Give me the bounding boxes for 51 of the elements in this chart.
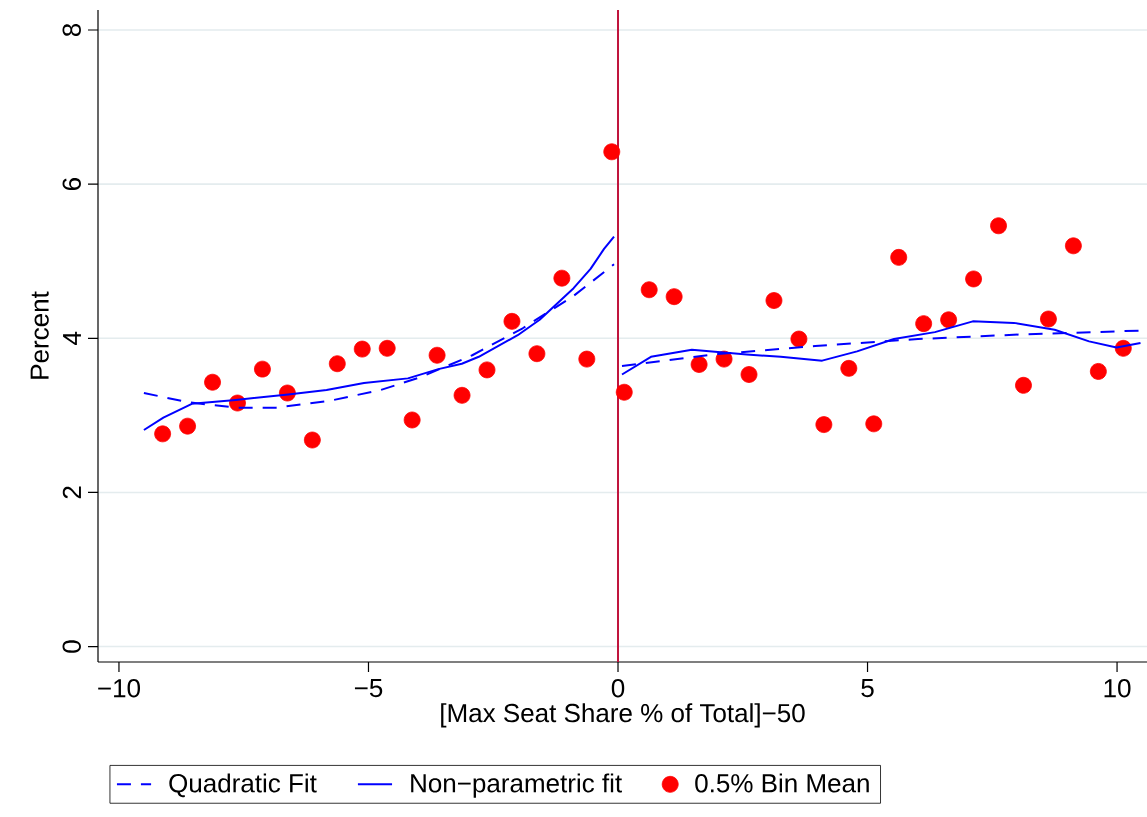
point	[940, 311, 958, 329]
point	[815, 416, 833, 434]
point	[528, 345, 546, 363]
point	[790, 330, 808, 348]
point	[428, 346, 446, 364]
x-tick-label: 5	[861, 679, 874, 698]
point	[179, 417, 196, 435]
x-tick-label: 10	[1104, 679, 1131, 698]
point	[478, 361, 496, 379]
point	[328, 355, 346, 373]
point	[1089, 363, 1107, 380]
point	[578, 350, 596, 368]
x-tick-label: −10	[98, 679, 141, 698]
point	[453, 386, 471, 404]
point	[690, 356, 708, 373]
point	[503, 312, 521, 330]
point	[378, 339, 396, 357]
point	[1064, 237, 1082, 255]
point	[965, 270, 982, 288]
legend-label: Non−parametric fit	[411, 773, 622, 798]
point	[990, 217, 1007, 235]
point	[640, 281, 658, 299]
point	[254, 360, 271, 378]
point	[890, 248, 908, 266]
y-tick-label: 0	[62, 640, 81, 653]
y-tick-label: 4	[63, 331, 81, 345]
point	[303, 431, 321, 449]
point	[403, 411, 421, 429]
x-tick-label: −5	[354, 679, 383, 698]
point	[840, 359, 858, 377]
point	[740, 366, 758, 383]
y-tick-label: 6	[62, 178, 81, 191]
point	[353, 340, 371, 358]
point	[1015, 376, 1032, 394]
x-axis-title: [Max Seat Share % of Total]−50	[441, 703, 805, 728]
point	[765, 292, 783, 309]
point	[915, 315, 933, 333]
point	[154, 425, 172, 443]
point	[204, 373, 221, 391]
point	[865, 415, 883, 433]
y-axis-title: Percent	[30, 291, 49, 379]
point	[615, 383, 633, 401]
y-tick-label: 8	[62, 23, 81, 37]
legend-label: 0.5% Bin Mean	[695, 773, 869, 793]
point	[553, 269, 571, 287]
legend-label: Quadratic Fit	[169, 773, 317, 798]
y-tick-label: 2	[62, 486, 81, 499]
point	[665, 288, 683, 306]
point	[603, 143, 621, 161]
x-tick-label: 0	[611, 679, 625, 698]
point	[1040, 310, 1057, 328]
